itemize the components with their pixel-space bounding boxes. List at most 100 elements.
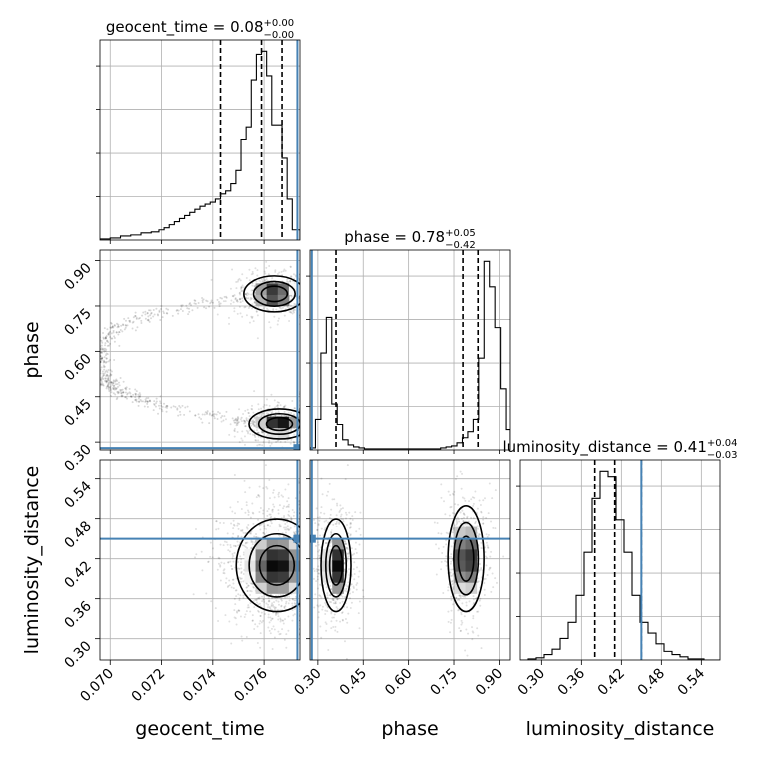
scatter-point — [271, 597, 274, 600]
density-cell — [465, 526, 478, 539]
scatter-point — [231, 510, 234, 513]
scatter-point — [119, 377, 122, 380]
scatter-point — [325, 623, 328, 626]
scatter-layer — [96, 250, 300, 450]
scatter-point — [459, 596, 462, 599]
scatter-point — [159, 400, 162, 403]
scatter-point — [341, 611, 344, 614]
scatter-point — [219, 543, 222, 546]
scatter-point — [242, 551, 245, 554]
scatter-point — [346, 464, 349, 467]
scatter-point — [472, 615, 475, 618]
scatter-point — [232, 582, 235, 585]
scatter-point — [272, 625, 275, 628]
scatter-point — [494, 527, 497, 530]
scatter-point — [280, 605, 283, 608]
scatter-point — [290, 438, 293, 441]
scatter-point — [97, 381, 99, 383]
scatter-point — [273, 399, 276, 402]
scatter-point — [325, 603, 328, 606]
scatter-point — [270, 605, 273, 608]
histogram-outline — [310, 260, 510, 450]
scatter-point — [161, 410, 164, 413]
scatter-point — [235, 610, 238, 613]
scatter-point — [255, 310, 258, 313]
scatter-point — [250, 407, 253, 410]
scatter-point — [223, 295, 226, 298]
scatter-point — [108, 374, 111, 377]
scatter-point — [466, 516, 469, 519]
scatter-point — [140, 400, 143, 403]
scatter-point — [228, 322, 231, 325]
scatter-point — [288, 307, 291, 310]
scatter-point — [450, 598, 453, 601]
scatter-point — [100, 381, 103, 384]
x-axis-label: phase — [381, 718, 438, 740]
scatter-point — [234, 298, 237, 301]
scatter-point — [240, 287, 243, 290]
scatter-point — [437, 547, 440, 550]
scatter-point — [109, 342, 112, 345]
scatter-point — [233, 524, 236, 527]
density-cell — [332, 560, 344, 572]
scatter-point — [102, 372, 105, 375]
scatter-point — [106, 373, 109, 376]
scatter-point — [253, 421, 256, 424]
scatter-point — [287, 505, 290, 508]
scatter-point — [483, 593, 486, 596]
scatter-point — [465, 604, 468, 607]
scatter-point — [208, 412, 211, 415]
scatter-point — [457, 503, 460, 506]
scatter-point — [231, 268, 234, 271]
scatter-point — [292, 614, 295, 617]
scatter-point — [165, 307, 168, 310]
scatter-point — [250, 293, 253, 296]
scatter-point — [288, 528, 291, 531]
scatter-point — [231, 294, 234, 297]
scatter-point — [116, 396, 119, 399]
title-minus: −0.03 — [707, 450, 738, 461]
scatter-point — [120, 394, 123, 397]
scatter-point — [279, 593, 282, 596]
scatter-point — [489, 555, 492, 558]
scatter-point — [189, 302, 192, 305]
scatter-point — [338, 522, 341, 525]
scatter-point — [339, 515, 342, 518]
scatter-point — [255, 535, 258, 538]
scatter-point — [100, 383, 103, 386]
scatter-point — [319, 625, 322, 628]
scatter-point — [238, 291, 241, 294]
scatter-point — [243, 435, 246, 438]
scatter-point — [334, 522, 337, 525]
scatter-point — [213, 306, 216, 309]
scatter-point — [442, 592, 445, 595]
scatter-point — [181, 309, 184, 312]
scatter-point — [264, 278, 267, 281]
scatter-point — [225, 410, 228, 413]
scatter-point — [283, 607, 286, 610]
scatter-point — [238, 609, 241, 612]
scatter-point — [96, 342, 98, 344]
scatter-point — [107, 360, 110, 363]
scatter-point — [166, 405, 169, 408]
scatter-point — [332, 523, 335, 526]
scatter-point — [353, 552, 356, 555]
scatter-point — [477, 534, 480, 537]
density-cell — [266, 571, 279, 583]
scatter-point — [245, 636, 248, 639]
scatter-point — [290, 518, 293, 521]
scatter-point — [215, 520, 218, 523]
scatter-point — [502, 555, 505, 558]
panel-title: luminosity_distance = 0.41+0.04 −0.03 — [502, 438, 737, 461]
scatter-point — [318, 519, 321, 522]
scatter-point — [232, 527, 235, 530]
scatter-point — [130, 395, 133, 398]
scatter-point — [253, 628, 256, 631]
scatter-point — [292, 273, 295, 276]
scatter-point — [318, 554, 321, 557]
scatter-point — [139, 393, 142, 396]
scatter-point — [259, 646, 262, 649]
scatter-point — [490, 550, 493, 553]
scatter-point — [96, 359, 98, 361]
scatter-point — [164, 406, 167, 409]
